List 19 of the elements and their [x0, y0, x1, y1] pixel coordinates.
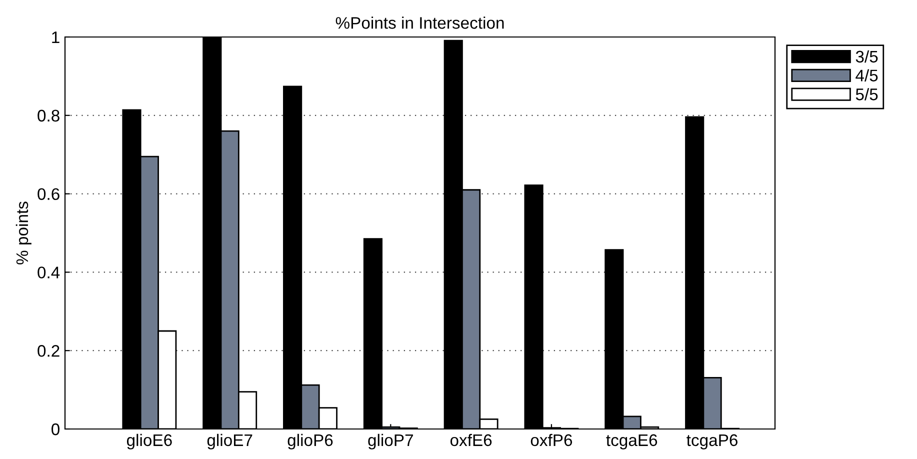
legend-label: 5/5	[856, 88, 878, 100]
chart-title: %Points in Intersection	[336, 16, 504, 29]
y-tick-label: 0.6	[38, 188, 60, 200]
x-tick-label: glioE7	[207, 434, 252, 450]
legend-label: 4/5	[856, 69, 878, 82]
x-tick-label: glioP6	[288, 434, 333, 450]
x-tick-label: glioE6	[126, 434, 172, 450]
y-axis-title: % points	[16, 202, 32, 264]
y-tick-label: 0.2	[38, 345, 60, 357]
y-tick-label: 0.8	[38, 110, 60, 122]
y-tick-label: 0	[52, 423, 60, 436]
x-tick-label: tcgaE6	[606, 434, 658, 450]
x-tick-label: glioP7	[368, 434, 413, 450]
y-tick-label: 0.4	[38, 266, 60, 278]
x-tick-label: oxfP6	[530, 434, 572, 446]
legend-label: 3/5	[856, 50, 878, 63]
x-tick-label: tcgaP6	[686, 434, 738, 450]
y-tick-label: 1	[52, 32, 60, 44]
x-tick-label: oxfE6	[450, 434, 492, 446]
